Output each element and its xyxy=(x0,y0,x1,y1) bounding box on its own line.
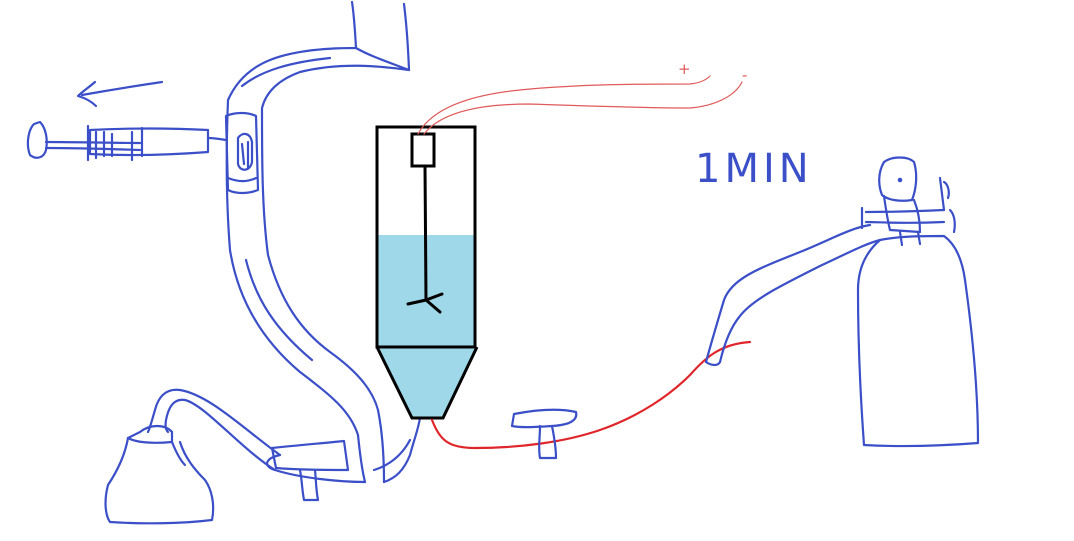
small-bottle xyxy=(104,424,215,525)
reaction-vessel xyxy=(375,125,479,420)
stirrer-motor xyxy=(410,132,436,168)
power-leads xyxy=(417,75,743,135)
pinch-valve xyxy=(510,408,578,460)
right-tube xyxy=(704,223,882,367)
plus-label: + xyxy=(678,60,691,78)
large-bottle xyxy=(856,156,980,448)
bottom-left-tube xyxy=(146,388,282,472)
stirrer-shaft xyxy=(423,165,428,301)
time-label: 1MIN xyxy=(695,146,813,192)
left-arrow xyxy=(76,80,164,108)
vessel-cone xyxy=(375,346,479,420)
liquid-cone xyxy=(378,347,476,417)
vessel-body xyxy=(375,125,477,349)
outlet-tube xyxy=(430,340,752,450)
stirrer-impeller xyxy=(406,292,444,314)
minus-label: - xyxy=(742,66,747,84)
syringe xyxy=(26,111,260,195)
